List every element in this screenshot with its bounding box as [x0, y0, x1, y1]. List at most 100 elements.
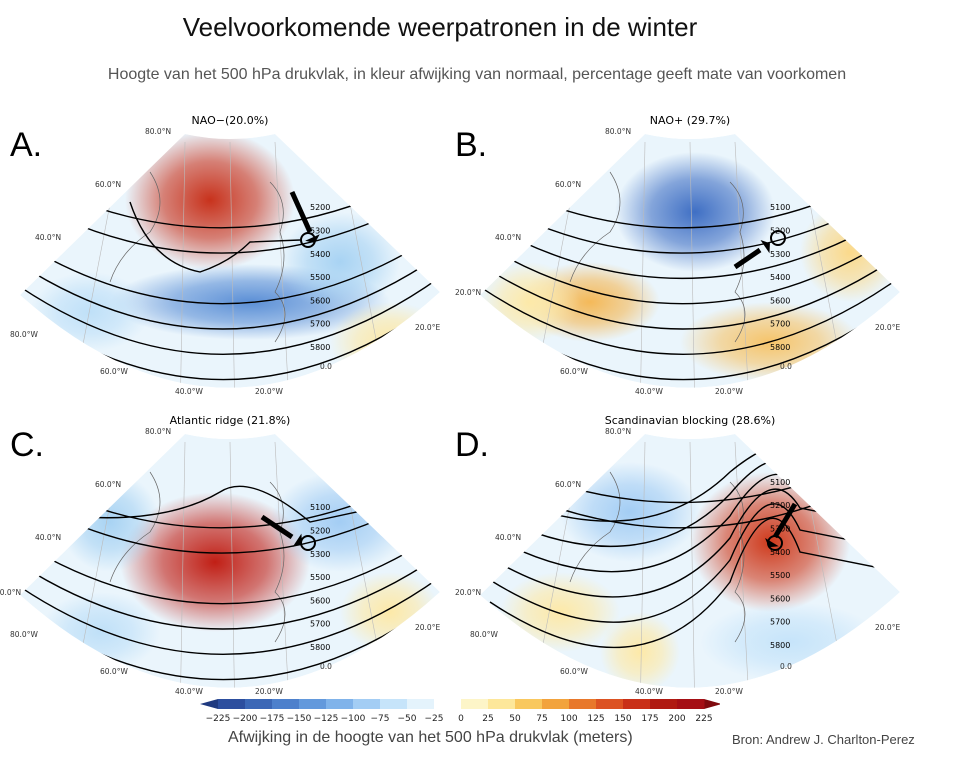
longitude-label: 0.0: [320, 662, 332, 671]
meridian: [229, 141, 236, 388]
contour-line: [20, 225, 440, 305]
colorbar-tick-label: −50: [398, 714, 417, 724]
contour-label: 5800: [770, 343, 790, 352]
map: 5100520053005400550056005700580080.0°N60…: [455, 427, 900, 696]
contour-label: 5400: [310, 250, 330, 259]
colorbar-tick-label: 75: [536, 714, 547, 724]
colorbar-tick-label: −100: [341, 714, 366, 724]
coastline: [109, 171, 286, 343]
contour-label: 5400: [770, 273, 790, 282]
contour-label: 5500: [310, 273, 330, 282]
map: 5200 5300 5400 5500 5600 5700 5800 80.0°N 60.0°N…: [10, 127, 440, 396]
panel-title: NAO−(20.0%): [191, 114, 269, 127]
panel-letter: A.: [10, 126, 43, 164]
contour-label: 5600: [310, 296, 330, 305]
longitude-label: 60.0°W: [560, 367, 588, 376]
latitude-label: 80.0°N: [145, 427, 171, 436]
colorbar-segment: [650, 699, 678, 709]
panel-title: Scandinavian blocking (28.6%): [604, 414, 776, 427]
latitude-label: 40.0°N: [35, 233, 61, 242]
contour-label: 5300: [310, 550, 330, 559]
coastline: [109, 471, 286, 643]
colorbar-high-extend: [704, 699, 720, 709]
anomaly-field: [125, 134, 295, 270]
meridian: [734, 441, 751, 688]
colorbar-tick-label: 125: [587, 714, 604, 724]
contour-line: [489, 503, 900, 623]
contour-label: 5700: [310, 620, 330, 629]
source-credit: Bron: Andrew J. Charlton-Perez: [732, 732, 915, 747]
colorbar-segment: [245, 699, 273, 709]
latitude-label: 60.0°N: [95, 480, 121, 489]
colorbar-tick-label: 0: [458, 714, 464, 724]
contour-line: [20, 247, 440, 330]
contour-label: 5700: [310, 320, 330, 329]
anomaly-field: [560, 462, 700, 562]
longitude-label: 0.0: [780, 662, 792, 671]
colorbar-segment: [218, 699, 246, 709]
contour-label: 5500: [770, 571, 790, 580]
contour-label: 5100: [770, 203, 790, 212]
anomaly-field: [480, 262, 580, 342]
arrow-icon: [772, 502, 798, 539]
latitude-label: 60.0°N: [555, 480, 581, 489]
contour-label: 5700: [770, 320, 790, 329]
colorbar-segment: [515, 699, 543, 709]
map-panel-c: C. Atlantic ridge (21.8%) 5100 5200 5300 5500…: [0, 412, 450, 702]
location-circle-icon: [770, 230, 786, 246]
meridian: [689, 441, 696, 688]
longitude-label: 20.0°W: [715, 687, 743, 696]
contour-label: 5200: [310, 203, 330, 212]
contour-label: 5800: [310, 643, 330, 652]
colorbar-segment: [326, 699, 354, 709]
longitude-label: 60.0°W: [100, 367, 128, 376]
colorbar-tick-label: −150: [287, 714, 312, 724]
panel-letter: C.: [10, 426, 44, 464]
contour-line: [49, 485, 440, 523]
map-panel-a: A. NAO−(20.0%) 5200 5300 5400 5500 5600 5700 580…: [10, 112, 450, 402]
contour-label: 5400: [770, 548, 790, 557]
contour-label: 5100: [310, 503, 330, 512]
longitude-label: 20.0°E: [415, 323, 440, 332]
colorbar-segment: [569, 699, 597, 709]
colorbar-segment: [299, 699, 327, 709]
latitude-label: 80.0°W: [10, 630, 38, 639]
location-circle-icon: [300, 535, 316, 551]
latitude-label: 60.0°N: [555, 180, 581, 189]
latitude-label: 40.0°N: [495, 533, 521, 542]
arrow-head-icon: [305, 234, 320, 243]
colorbar-segment: [407, 699, 435, 709]
contour-label: 5200: [310, 527, 330, 536]
contour-line: [480, 269, 900, 355]
colorbar-tick-label: −200: [233, 714, 258, 724]
arrow-icon: [733, 247, 762, 270]
colorbar-label: Afwijking in de hoogte van het 500 hPa d…: [228, 729, 633, 746]
arrow-head-icon: [292, 533, 302, 547]
coastline: [569, 471, 746, 643]
colorbar-low-extend: [200, 699, 218, 709]
latitude-label: 80.0°W: [470, 630, 498, 639]
anomaly-field: [615, 152, 775, 272]
colorbar-tick-label: −175: [260, 714, 285, 724]
panel-letter: D.: [455, 426, 489, 464]
longitude-label: 40.0°W: [635, 687, 663, 696]
meridian: [179, 141, 186, 388]
colorbar-segment: [488, 699, 516, 709]
contour-line: [480, 247, 900, 330]
longitude-label: 60.0°W: [560, 667, 588, 676]
colorbar-segment: [272, 699, 300, 709]
arrow-icon: [260, 514, 294, 540]
longitude-label: 20.0°W: [255, 687, 283, 696]
contour-line: [129, 201, 301, 273]
contour-line: [489, 517, 900, 649]
anomaly-field: [40, 592, 160, 672]
contour-label: 5100: [770, 478, 790, 487]
contour-label: 5700: [770, 618, 790, 627]
latitude-label: 80.0°N: [605, 427, 631, 436]
contour-label: 5300: [310, 227, 330, 236]
colorbar-segment: [434, 699, 462, 709]
anomaly-field: [500, 572, 620, 652]
colorbar-segment: [353, 699, 381, 709]
contour-label: 5600: [770, 296, 790, 305]
map: 5100 5200 5300 5500 5600 5700 5800 80.0°N 60.0°N…: [0, 427, 440, 696]
